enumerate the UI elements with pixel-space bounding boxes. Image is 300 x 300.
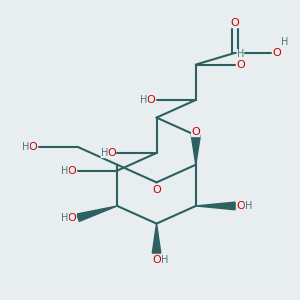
Text: H: H	[101, 148, 108, 158]
Text: O: O	[237, 201, 245, 211]
Polygon shape	[152, 224, 161, 253]
Text: H: H	[237, 49, 244, 59]
Text: H: H	[161, 254, 169, 265]
Text: H: H	[245, 201, 252, 211]
Text: H: H	[61, 213, 69, 223]
Text: H: H	[281, 37, 288, 47]
Text: H: H	[22, 142, 30, 152]
Polygon shape	[196, 202, 235, 210]
Text: H: H	[61, 166, 69, 176]
Text: O: O	[68, 166, 76, 176]
Text: O: O	[237, 60, 245, 70]
Text: O: O	[231, 18, 239, 28]
Text: H: H	[140, 95, 147, 105]
Text: O: O	[273, 48, 281, 58]
Text: O: O	[191, 127, 200, 137]
Text: O: O	[68, 213, 76, 223]
Text: O: O	[107, 148, 116, 158]
Polygon shape	[77, 206, 117, 221]
Text: O: O	[152, 185, 161, 195]
Polygon shape	[191, 135, 200, 165]
Text: O: O	[146, 95, 155, 105]
Text: O: O	[152, 254, 161, 265]
Text: O: O	[28, 142, 37, 152]
